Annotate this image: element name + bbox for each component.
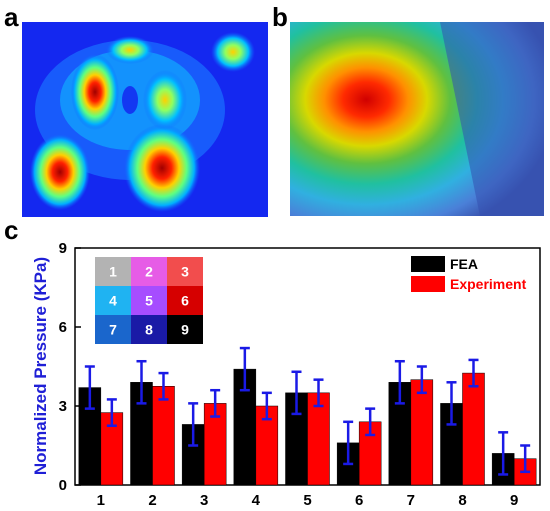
key-cell bbox=[167, 315, 203, 344]
y-axis: 0 3 6 9 bbox=[59, 240, 81, 494]
x-tick-label: 8 bbox=[458, 492, 466, 509]
bar-experiment bbox=[462, 372, 485, 486]
bars bbox=[78, 368, 537, 486]
legend-swatch-fea bbox=[411, 256, 445, 272]
key-cell-label: 9 bbox=[181, 322, 189, 338]
key-cell-label: 5 bbox=[145, 293, 153, 309]
position-key-grid: 1 2 3 4 5 6 7 8 9 bbox=[95, 257, 203, 344]
bar-experiment bbox=[152, 386, 175, 486]
key-cell bbox=[131, 257, 167, 286]
error-bars bbox=[84, 346, 531, 476]
key-cell-label: 2 bbox=[145, 264, 153, 280]
key-cell bbox=[167, 286, 203, 315]
x-tick-label: 6 bbox=[355, 492, 363, 509]
key-cell bbox=[95, 286, 131, 315]
x-tick-label: 1 bbox=[97, 492, 105, 509]
panel-a-heatmap bbox=[22, 22, 268, 217]
key-cell bbox=[131, 315, 167, 344]
key-cell-label: 8 bbox=[145, 322, 153, 338]
key-cell bbox=[131, 286, 167, 315]
x-tick-label: 3 bbox=[200, 492, 208, 509]
key-cell-label: 3 bbox=[181, 264, 189, 280]
x-tick-label: 9 bbox=[510, 492, 518, 509]
key-cell bbox=[95, 257, 131, 286]
x-tick-label: 2 bbox=[148, 492, 156, 509]
legend-swatch-experiment bbox=[411, 276, 445, 292]
panel-label-c: c bbox=[4, 215, 19, 245]
y-tick-label: 6 bbox=[59, 319, 67, 336]
y-tick-label: 0 bbox=[59, 477, 67, 494]
legend: FEA Experiment bbox=[411, 256, 527, 292]
legend-label-fea: FEA bbox=[450, 256, 478, 272]
x-tick-label: 5 bbox=[303, 492, 311, 509]
legend-label-experiment: Experiment bbox=[450, 276, 527, 292]
key-cell-label: 7 bbox=[109, 322, 117, 338]
y-axis-title: Normalized Pressure (KPa) bbox=[31, 257, 50, 475]
y-tick-label: 9 bbox=[59, 240, 67, 257]
key-cell-label: 4 bbox=[109, 293, 117, 309]
panel-label-a: a bbox=[4, 2, 19, 32]
key-cell bbox=[95, 315, 131, 344]
key-cell bbox=[167, 257, 203, 286]
key-cell-label: 6 bbox=[181, 293, 189, 309]
y-tick-label: 3 bbox=[59, 398, 67, 415]
key-cell-label: 1 bbox=[109, 264, 117, 280]
bar-experiment bbox=[410, 379, 434, 486]
panel-b-contour bbox=[290, 22, 544, 216]
x-tick-label: 7 bbox=[407, 492, 415, 509]
x-tick-label: 4 bbox=[252, 492, 261, 509]
panel-label-b: b bbox=[272, 2, 288, 32]
